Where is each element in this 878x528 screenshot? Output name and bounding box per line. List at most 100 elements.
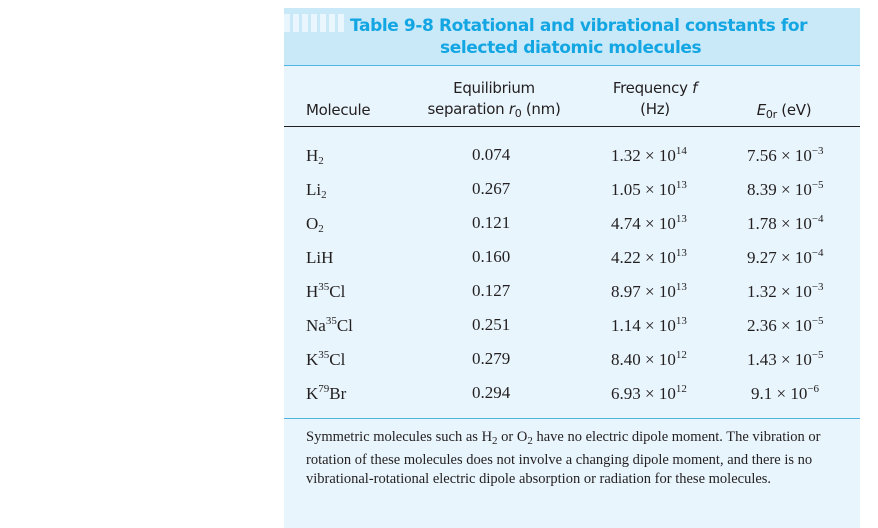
exponent: 12 <box>675 383 687 395</box>
note-text: Symmetric molecules such as H <box>306 429 493 445</box>
mantissa: 1.05 <box>611 180 641 199</box>
table-panel: Table 9-8 Rotational and vibrational con… <box>284 8 860 528</box>
exponent: 13 <box>675 213 687 225</box>
times-ten: × 10 <box>776 180 812 199</box>
molecule-cell: O2 <box>306 213 324 235</box>
table-row: LiH 0.160 4.22 × 1013 9.27 × 10−4 <box>284 247 860 271</box>
mantissa: 8.40 <box>611 350 641 369</box>
header-text: (eV) <box>776 101 812 119</box>
times-ten: × 10 <box>640 384 676 403</box>
atom-count: 2 <box>321 189 327 201</box>
table-title: Table 9-8 Rotational and vibrational con… <box>350 15 808 59</box>
times-ten: × 10 <box>640 214 676 233</box>
molecule-element: K <box>306 384 319 403</box>
separation-cell: 0.294 <box>472 383 511 402</box>
footnote: Symmetric molecules such as H2 or O2 hav… <box>306 428 846 489</box>
atom-count: 2 <box>318 155 324 167</box>
column-header-energy: E0r (eV) <box>734 100 834 125</box>
exponent: 13 <box>675 315 687 327</box>
mantissa: 8.39 <box>747 180 777 199</box>
energy-cell: 2.36 × 10−5 <box>747 315 824 336</box>
energy-cell: 8.39 × 10−5 <box>747 179 824 200</box>
times-ten: × 10 <box>776 248 812 267</box>
mantissa: 2.36 <box>747 316 777 335</box>
molecule-cell: Li2 <box>306 179 327 201</box>
mantissa: 9.27 <box>747 248 777 267</box>
energy-cell: 1.78 × 10−4 <box>747 213 824 234</box>
times-ten: × 10 <box>776 316 812 335</box>
header-symbol: r <box>508 100 515 118</box>
header-subscript: 0r <box>765 108 777 121</box>
molecule-element: O <box>306 214 319 233</box>
energy-cell: 9.27 × 10−4 <box>747 247 824 268</box>
frequency-cell: 4.74 × 1013 <box>611 213 687 234</box>
decorative-stripes <box>284 14 344 32</box>
mantissa: 1.78 <box>747 214 777 233</box>
molecule-cell: LiH <box>306 247 333 269</box>
exponent: 13 <box>675 281 687 293</box>
mantissa: 1.14 <box>611 316 641 335</box>
header-symbol: f <box>692 79 698 97</box>
footnote-rule <box>284 418 860 419</box>
mantissa: 6.93 <box>611 384 641 403</box>
exponent: −4 <box>811 247 824 259</box>
table-row: H35Cl 0.127 8.97 × 1013 1.32 × 10−3 <box>284 281 860 305</box>
mantissa: 4.74 <box>611 214 641 233</box>
note-text: or O <box>497 429 528 445</box>
mantissa: 9.1 <box>751 384 773 403</box>
times-ten: × 10 <box>640 146 676 165</box>
title-line-2: selected diatomic molecules <box>440 38 702 58</box>
frequency-cell: 1.14 × 1013 <box>611 315 687 336</box>
column-header-molecule: Molecule <box>306 101 371 119</box>
molecule-element: H <box>306 146 319 165</box>
table-row: H2 0.074 1.32 × 1014 7.56 × 10−3 <box>284 145 860 169</box>
header-text: (nm) <box>521 100 561 118</box>
molecule-element: LiH <box>306 248 334 267</box>
frequency-cell: 4.22 × 1013 <box>611 247 687 268</box>
exponent: 12 <box>675 349 687 361</box>
times-ten: × 10 <box>640 248 676 267</box>
separation-cell: 0.160 <box>472 247 511 266</box>
molecule-cell: Na35Cl <box>306 315 353 337</box>
molecule-element: K <box>306 350 319 369</box>
molecule-cell: H2 <box>306 145 324 167</box>
mantissa: 1.32 <box>747 282 777 301</box>
exponent: −3 <box>811 281 824 293</box>
isotope-number: 35 <box>318 349 330 361</box>
isotope-number: 35 <box>318 281 330 293</box>
molecule-element: Cl <box>329 282 346 301</box>
table-row: Li2 0.267 1.05 × 1013 8.39 × 10−5 <box>284 179 860 203</box>
separation-cell: 0.127 <box>472 281 511 300</box>
header-subscript: 0 <box>514 107 522 120</box>
frequency-cell: 8.40 × 1012 <box>611 349 687 370</box>
isotope-number: 35 <box>325 315 337 327</box>
isotope-number: 79 <box>318 383 330 395</box>
column-header-separation: Equilibrium separation r0 (nm) <box>414 78 574 124</box>
times-ten: × 10 <box>772 384 808 403</box>
header-text: Frequency <box>612 79 693 97</box>
exponent: −5 <box>811 315 824 327</box>
title-line-1: Table 9-8 Rotational and vibrational con… <box>350 16 808 36</box>
mantissa: 7.56 <box>747 146 777 165</box>
energy-cell: 9.1 × 10−6 <box>751 383 819 404</box>
exponent: −6 <box>807 383 820 395</box>
times-ten: × 10 <box>776 350 812 369</box>
exponent: −4 <box>811 213 824 225</box>
times-ten: × 10 <box>640 316 676 335</box>
energy-cell: 7.56 × 10−3 <box>747 145 824 166</box>
frequency-cell: 1.32 × 1014 <box>611 145 687 166</box>
header-text: separation <box>427 100 509 118</box>
note-subscript: 2 <box>527 435 533 447</box>
separation-cell: 0.251 <box>472 315 511 334</box>
mantissa: 8.97 <box>611 282 641 301</box>
header-text: Equilibrium <box>453 79 535 97</box>
mantissa: 4.22 <box>611 248 641 267</box>
times-ten: × 10 <box>776 146 812 165</box>
times-ten: × 10 <box>776 214 812 233</box>
molecule-element: H <box>306 282 319 301</box>
molecule-cell: K35Cl <box>306 349 345 371</box>
table-row: K35Cl 0.279 8.40 × 1012 1.43 × 10−5 <box>284 349 860 373</box>
molecule-element: Cl <box>336 316 353 335</box>
column-header-frequency: Frequency f (Hz) <box>594 78 716 120</box>
table-header-band: Table 9-8 Rotational and vibrational con… <box>284 8 860 66</box>
